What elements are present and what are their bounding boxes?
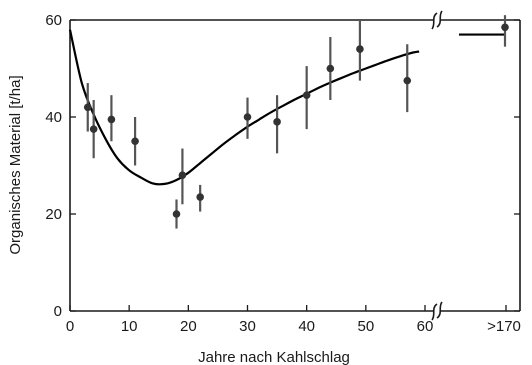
data-point (356, 45, 364, 53)
y-tick-label: 0 (54, 303, 62, 320)
data-point (196, 193, 204, 201)
data-points-layer (83, 15, 509, 229)
axis-ticks-layer: 0 10 20 30 40 50 60 >170 0 20 40 60 (45, 12, 521, 335)
fitted-curve (68, 29, 420, 186)
data-point (178, 171, 187, 179)
x-tick-label: 50 (357, 318, 374, 335)
data-point (243, 113, 252, 121)
data-point (172, 210, 181, 218)
plot-frame (69, 10, 521, 321)
x-tick-label: 60 (417, 318, 434, 335)
axis-break-mark-top (431, 10, 443, 30)
data-point (107, 115, 116, 124)
x-tick-label: 20 (180, 318, 197, 335)
x-tick-label: 10 (121, 318, 138, 335)
x-axis-title: Jahre nach Kahlschlag (198, 349, 350, 365)
data-point (131, 137, 139, 146)
x-tick-label: 30 (239, 318, 256, 335)
data-point (83, 103, 92, 112)
y-tick-label: 40 (45, 109, 62, 126)
y-axis-title: Organisches Material [t/ha] (7, 75, 24, 254)
axis-break-mark-bottom (431, 301, 443, 321)
data-point (326, 64, 335, 73)
data-point (302, 91, 311, 99)
y-tick-label: 20 (45, 206, 62, 223)
x-tick-label-break: >170 (487, 318, 521, 335)
data-point (89, 125, 98, 133)
x-tick-label: 0 (66, 318, 74, 335)
data-point-break (501, 23, 509, 32)
data-point (403, 76, 412, 85)
x-tick-label: 40 (298, 318, 315, 335)
data-point (273, 118, 281, 126)
y-tick-label: 60 (45, 12, 62, 29)
